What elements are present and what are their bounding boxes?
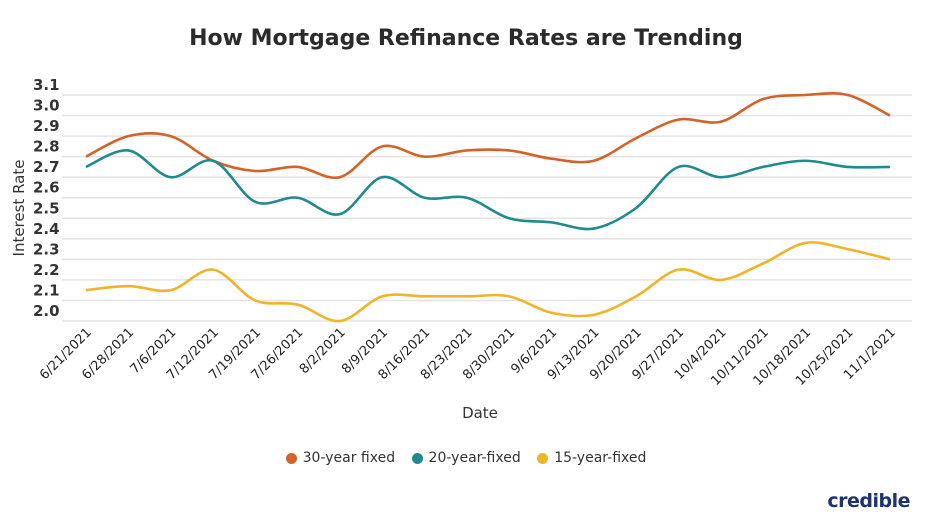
x-axis-label: Date bbox=[462, 404, 498, 422]
y-tick-label: 2.6 bbox=[33, 179, 60, 197]
legend-item-15-year: 15-year-fixed bbox=[537, 450, 646, 466]
legend-label: 20-year-fixed bbox=[428, 450, 521, 466]
y-tick-label: 3.1 bbox=[33, 76, 60, 94]
series-line-20-year-fixed bbox=[85, 149, 891, 231]
legend-item-20-year: 20-year-fixed bbox=[411, 450, 521, 466]
y-tick-label: 2.4 bbox=[33, 220, 60, 238]
credible-logo: credible bbox=[827, 490, 910, 512]
y-tick-label: 2.0 bbox=[33, 302, 60, 320]
y-tick-label: 2.8 bbox=[33, 138, 60, 156]
legend-swatch bbox=[537, 452, 549, 464]
y-tick-label: 2.7 bbox=[33, 158, 60, 176]
y-tick-label: 2.9 bbox=[33, 117, 60, 135]
y-axis-label: Interest Rate bbox=[10, 160, 28, 257]
y-tick-label: 2.5 bbox=[33, 199, 60, 217]
legend-swatch bbox=[285, 452, 297, 464]
legend-item-30-year: 30-year fixed bbox=[285, 450, 396, 466]
y-tick-label: 2.2 bbox=[33, 261, 60, 279]
legend: 30-year fixed 20-year-fixed 15-year-fixe… bbox=[0, 450, 932, 468]
chart-title: How Mortgage Refinance Rates are Trendin… bbox=[189, 26, 743, 51]
y-tick-label: 2.1 bbox=[33, 281, 60, 299]
y-tick-label: 3.0 bbox=[33, 97, 60, 115]
legend-label: 30-year fixed bbox=[302, 450, 396, 466]
legend-label: 15-year-fixed bbox=[554, 450, 647, 466]
legend-swatch bbox=[411, 452, 423, 464]
y-tick-label: 2.3 bbox=[33, 240, 60, 258]
series-line-15-year-fixed bbox=[85, 241, 891, 323]
